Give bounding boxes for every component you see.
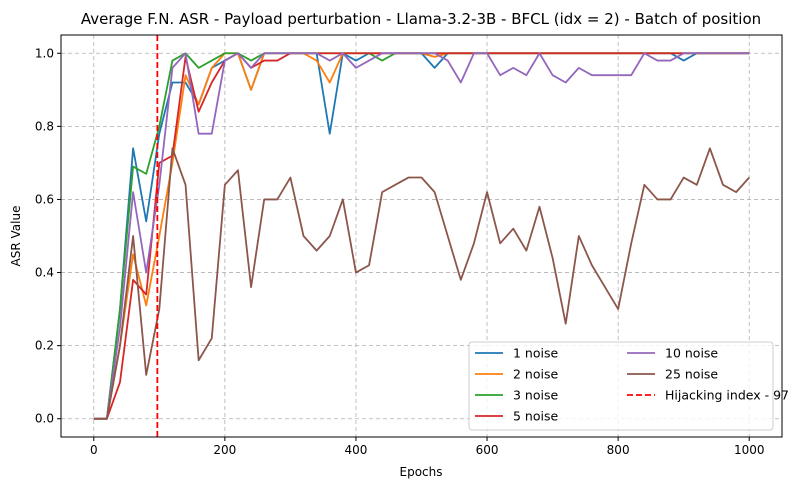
- x-tick-label: 600: [476, 443, 499, 457]
- series-line-25-noise: [93, 147, 750, 420]
- legend-label: 3 noise: [513, 388, 558, 403]
- x-tick-label: 0: [90, 443, 98, 457]
- x-tick-label: 1000: [734, 443, 765, 457]
- x-tick-label: 200: [213, 443, 236, 457]
- legend-label: 10 noise: [665, 346, 718, 361]
- y-axis-label: ASR Value: [9, 206, 23, 267]
- y-tick-label: 0.0: [35, 412, 54, 426]
- plot-frame: [60, 34, 783, 438]
- chart-title: Average F.N. ASR - Payload perturbation …: [81, 10, 761, 28]
- y-tick-label: 0.6: [35, 192, 54, 206]
- y-tick-label: 0.8: [35, 119, 54, 133]
- y-tick-label: 0.4: [35, 266, 54, 280]
- x-axis-label: Epochs: [400, 465, 443, 479]
- x-tick-label: 800: [607, 443, 630, 457]
- y-tick-label: 1.0: [35, 46, 54, 60]
- legend-label: 5 noise: [513, 409, 558, 424]
- x-tick-label: 400: [345, 443, 368, 457]
- legend: 1 noise 2 noise 3 noise 5 noise 10 noise 25 n…: [468, 341, 789, 431]
- legend-label: Hijacking index - 97: [665, 388, 789, 403]
- legend-box: [468, 341, 774, 431]
- y-tick-label: 0.2: [35, 339, 54, 353]
- legend-label: 25 noise: [665, 367, 718, 382]
- legend-label: 1 noise: [513, 346, 558, 361]
- series-line-10-noise: [93, 52, 750, 420]
- legend-label: 2 noise: [513, 367, 558, 382]
